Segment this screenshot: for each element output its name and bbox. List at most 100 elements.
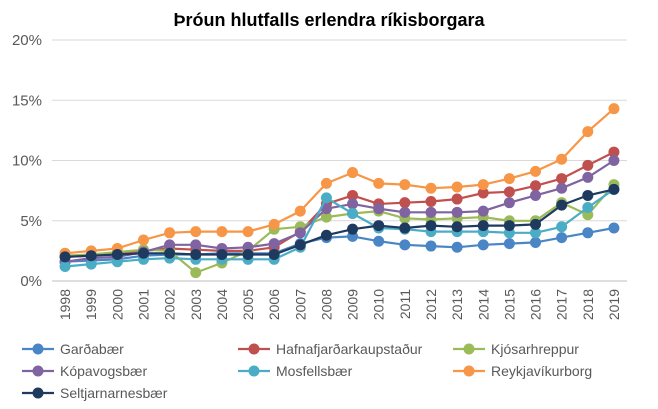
data-point bbox=[530, 236, 542, 248]
data-point bbox=[190, 226, 202, 238]
x-tick-label: 1999 bbox=[83, 289, 99, 320]
data-point bbox=[503, 238, 515, 250]
legend-item: Hafnafjarðarkaupstaður bbox=[238, 341, 423, 357]
data-point bbox=[137, 234, 149, 246]
data-point bbox=[164, 247, 176, 259]
data-point bbox=[268, 238, 280, 250]
legend-label: Seltjarnarnesbær bbox=[60, 385, 168, 401]
x-tick-label: 2002 bbox=[162, 289, 178, 320]
data-point bbox=[556, 173, 568, 185]
data-point bbox=[608, 103, 620, 115]
data-point bbox=[556, 199, 568, 211]
series-seltjarnarnesb-r bbox=[59, 183, 620, 263]
legend-marker bbox=[463, 343, 475, 355]
x-tick-label: 2015 bbox=[501, 289, 517, 320]
x-tick-label: 2014 bbox=[475, 289, 491, 320]
data-point bbox=[503, 186, 515, 198]
data-point bbox=[242, 226, 254, 238]
x-tick-label: 2018 bbox=[580, 289, 596, 320]
gridlines bbox=[52, 39, 627, 282]
legend-marker bbox=[32, 387, 44, 399]
legend: Garðabær Hafnafjarðarkaupstaður Kjósarhrep… bbox=[22, 341, 592, 401]
legend-item: Reykjavíkurborg bbox=[453, 363, 592, 379]
data-point bbox=[373, 203, 385, 215]
x-tick-label: 2012 bbox=[423, 289, 439, 320]
legend-item: Garðabær bbox=[22, 341, 124, 357]
legend-label: Reykjavíkurborg bbox=[491, 363, 592, 379]
data-point bbox=[216, 248, 228, 260]
data-point bbox=[477, 187, 489, 199]
data-point bbox=[503, 220, 515, 232]
data-point bbox=[294, 205, 306, 217]
data-point bbox=[373, 220, 385, 232]
data-point bbox=[425, 240, 437, 252]
legend-marker bbox=[248, 365, 260, 377]
x-tick-label: 2003 bbox=[188, 289, 204, 320]
legend-item: Kópavogsbær bbox=[22, 363, 148, 379]
x-tick-label: 2006 bbox=[266, 289, 282, 320]
x-tick-label: 2013 bbox=[449, 289, 465, 320]
data-point bbox=[503, 197, 515, 209]
x-tick-label: 2004 bbox=[214, 289, 230, 320]
data-point bbox=[530, 189, 542, 201]
data-point bbox=[190, 267, 202, 279]
legend-label: Hafnafjarðarkaupstaður bbox=[276, 341, 423, 357]
legend-marker bbox=[463, 365, 475, 377]
data-point bbox=[320, 229, 332, 241]
data-point bbox=[85, 258, 97, 270]
data-point bbox=[477, 179, 489, 191]
data-point bbox=[582, 227, 594, 239]
x-tick-label: 2017 bbox=[554, 289, 570, 320]
legend-label: Mosfellsbær bbox=[276, 363, 353, 379]
x-tick-label: 2000 bbox=[109, 289, 125, 320]
legend-marker bbox=[248, 343, 260, 355]
legend-marker bbox=[32, 365, 44, 377]
data-point bbox=[373, 177, 385, 189]
data-point bbox=[399, 206, 411, 218]
data-point bbox=[137, 247, 149, 259]
data-point bbox=[164, 239, 176, 251]
data-point bbox=[425, 206, 437, 218]
data-point bbox=[320, 203, 332, 215]
data-point bbox=[216, 226, 228, 238]
data-point bbox=[582, 201, 594, 213]
x-tick-label: 2010 bbox=[371, 289, 387, 320]
series-line bbox=[65, 183, 615, 274]
data-point bbox=[451, 181, 463, 193]
data-point bbox=[451, 221, 463, 233]
legend-item: Seltjarnarnesbær bbox=[22, 385, 168, 401]
series-lines bbox=[59, 103, 620, 279]
x-tick-label: 2016 bbox=[528, 289, 544, 320]
x-tick-label: 2019 bbox=[606, 289, 622, 320]
data-point bbox=[477, 239, 489, 251]
data-point bbox=[530, 218, 542, 230]
data-point bbox=[85, 250, 97, 262]
series-line bbox=[65, 226, 615, 263]
data-point bbox=[608, 183, 620, 195]
data-point bbox=[320, 177, 332, 189]
data-point bbox=[530, 165, 542, 177]
data-point bbox=[347, 167, 359, 179]
data-point bbox=[111, 248, 123, 260]
y-tick-label: 5% bbox=[20, 213, 42, 230]
y-axis-ticks: 0% 5% 10% 15% 20% bbox=[12, 32, 42, 290]
legend-label: Garðabær bbox=[60, 341, 124, 357]
data-point bbox=[477, 205, 489, 217]
legend-label: Kjósarhreppur bbox=[491, 341, 579, 357]
data-point bbox=[451, 241, 463, 253]
data-point bbox=[425, 195, 437, 207]
legend-item: Kjósarhreppur bbox=[453, 341, 579, 357]
x-tick-label: 2007 bbox=[292, 289, 308, 320]
data-point bbox=[59, 251, 71, 263]
data-point bbox=[190, 248, 202, 260]
data-point bbox=[451, 206, 463, 218]
data-point bbox=[347, 223, 359, 235]
data-point bbox=[373, 235, 385, 247]
data-point bbox=[242, 248, 254, 260]
data-point bbox=[425, 182, 437, 194]
data-point bbox=[582, 189, 594, 201]
y-tick-label: 15% bbox=[12, 92, 42, 109]
x-axis-ticks: 1998 1999 2000 2001 2002 2003 2004 2005 2006 2007… bbox=[57, 289, 622, 320]
